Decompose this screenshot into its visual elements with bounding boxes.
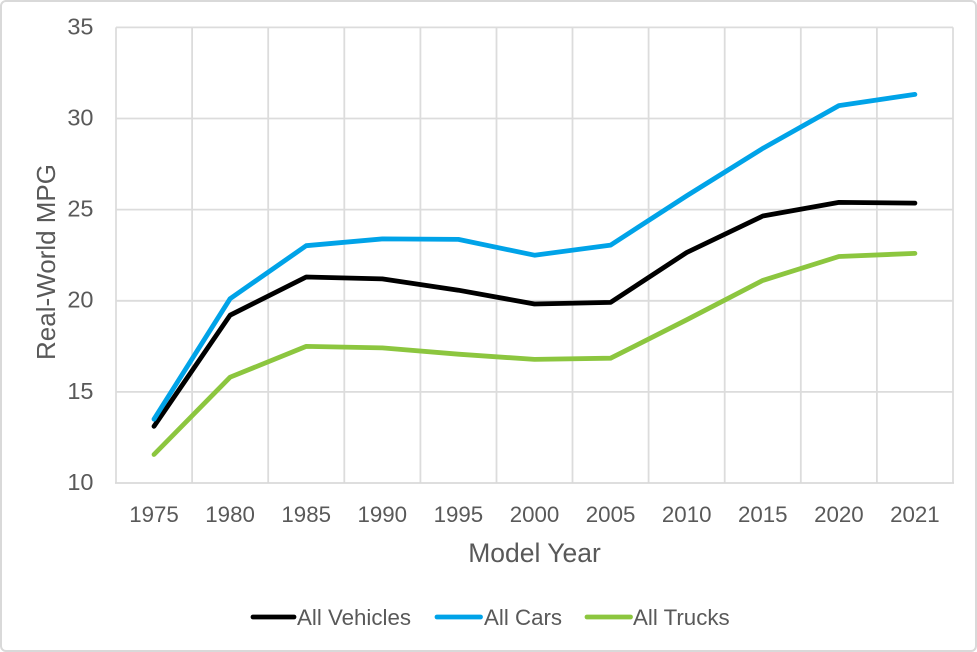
svg-text:2005: 2005 (586, 502, 636, 527)
svg-text:2000: 2000 (510, 502, 560, 527)
svg-text:25: 25 (67, 196, 93, 222)
svg-text:2015: 2015 (738, 502, 788, 527)
svg-text:2020: 2020 (814, 502, 864, 527)
svg-text:All Vehicles: All Vehicles (297, 605, 411, 630)
svg-text:20: 20 (67, 287, 93, 313)
svg-text:Real-World MPG: Real-World MPG (31, 164, 61, 360)
svg-text:Model Year: Model Year (468, 538, 601, 568)
svg-text:2010: 2010 (662, 502, 712, 527)
svg-text:30: 30 (67, 104, 93, 130)
svg-text:1990: 1990 (357, 502, 407, 527)
svg-text:1995: 1995 (434, 502, 484, 527)
svg-text:1975: 1975 (129, 502, 179, 527)
svg-text:2021: 2021 (890, 502, 940, 527)
svg-text:All Trucks: All Trucks (633, 605, 730, 630)
svg-text:All Cars: All Cars (484, 605, 562, 630)
svg-text:1980: 1980 (205, 502, 255, 527)
svg-text:10: 10 (67, 469, 93, 495)
svg-text:35: 35 (67, 13, 93, 39)
svg-text:1985: 1985 (281, 502, 331, 527)
svg-text:15: 15 (67, 378, 93, 404)
